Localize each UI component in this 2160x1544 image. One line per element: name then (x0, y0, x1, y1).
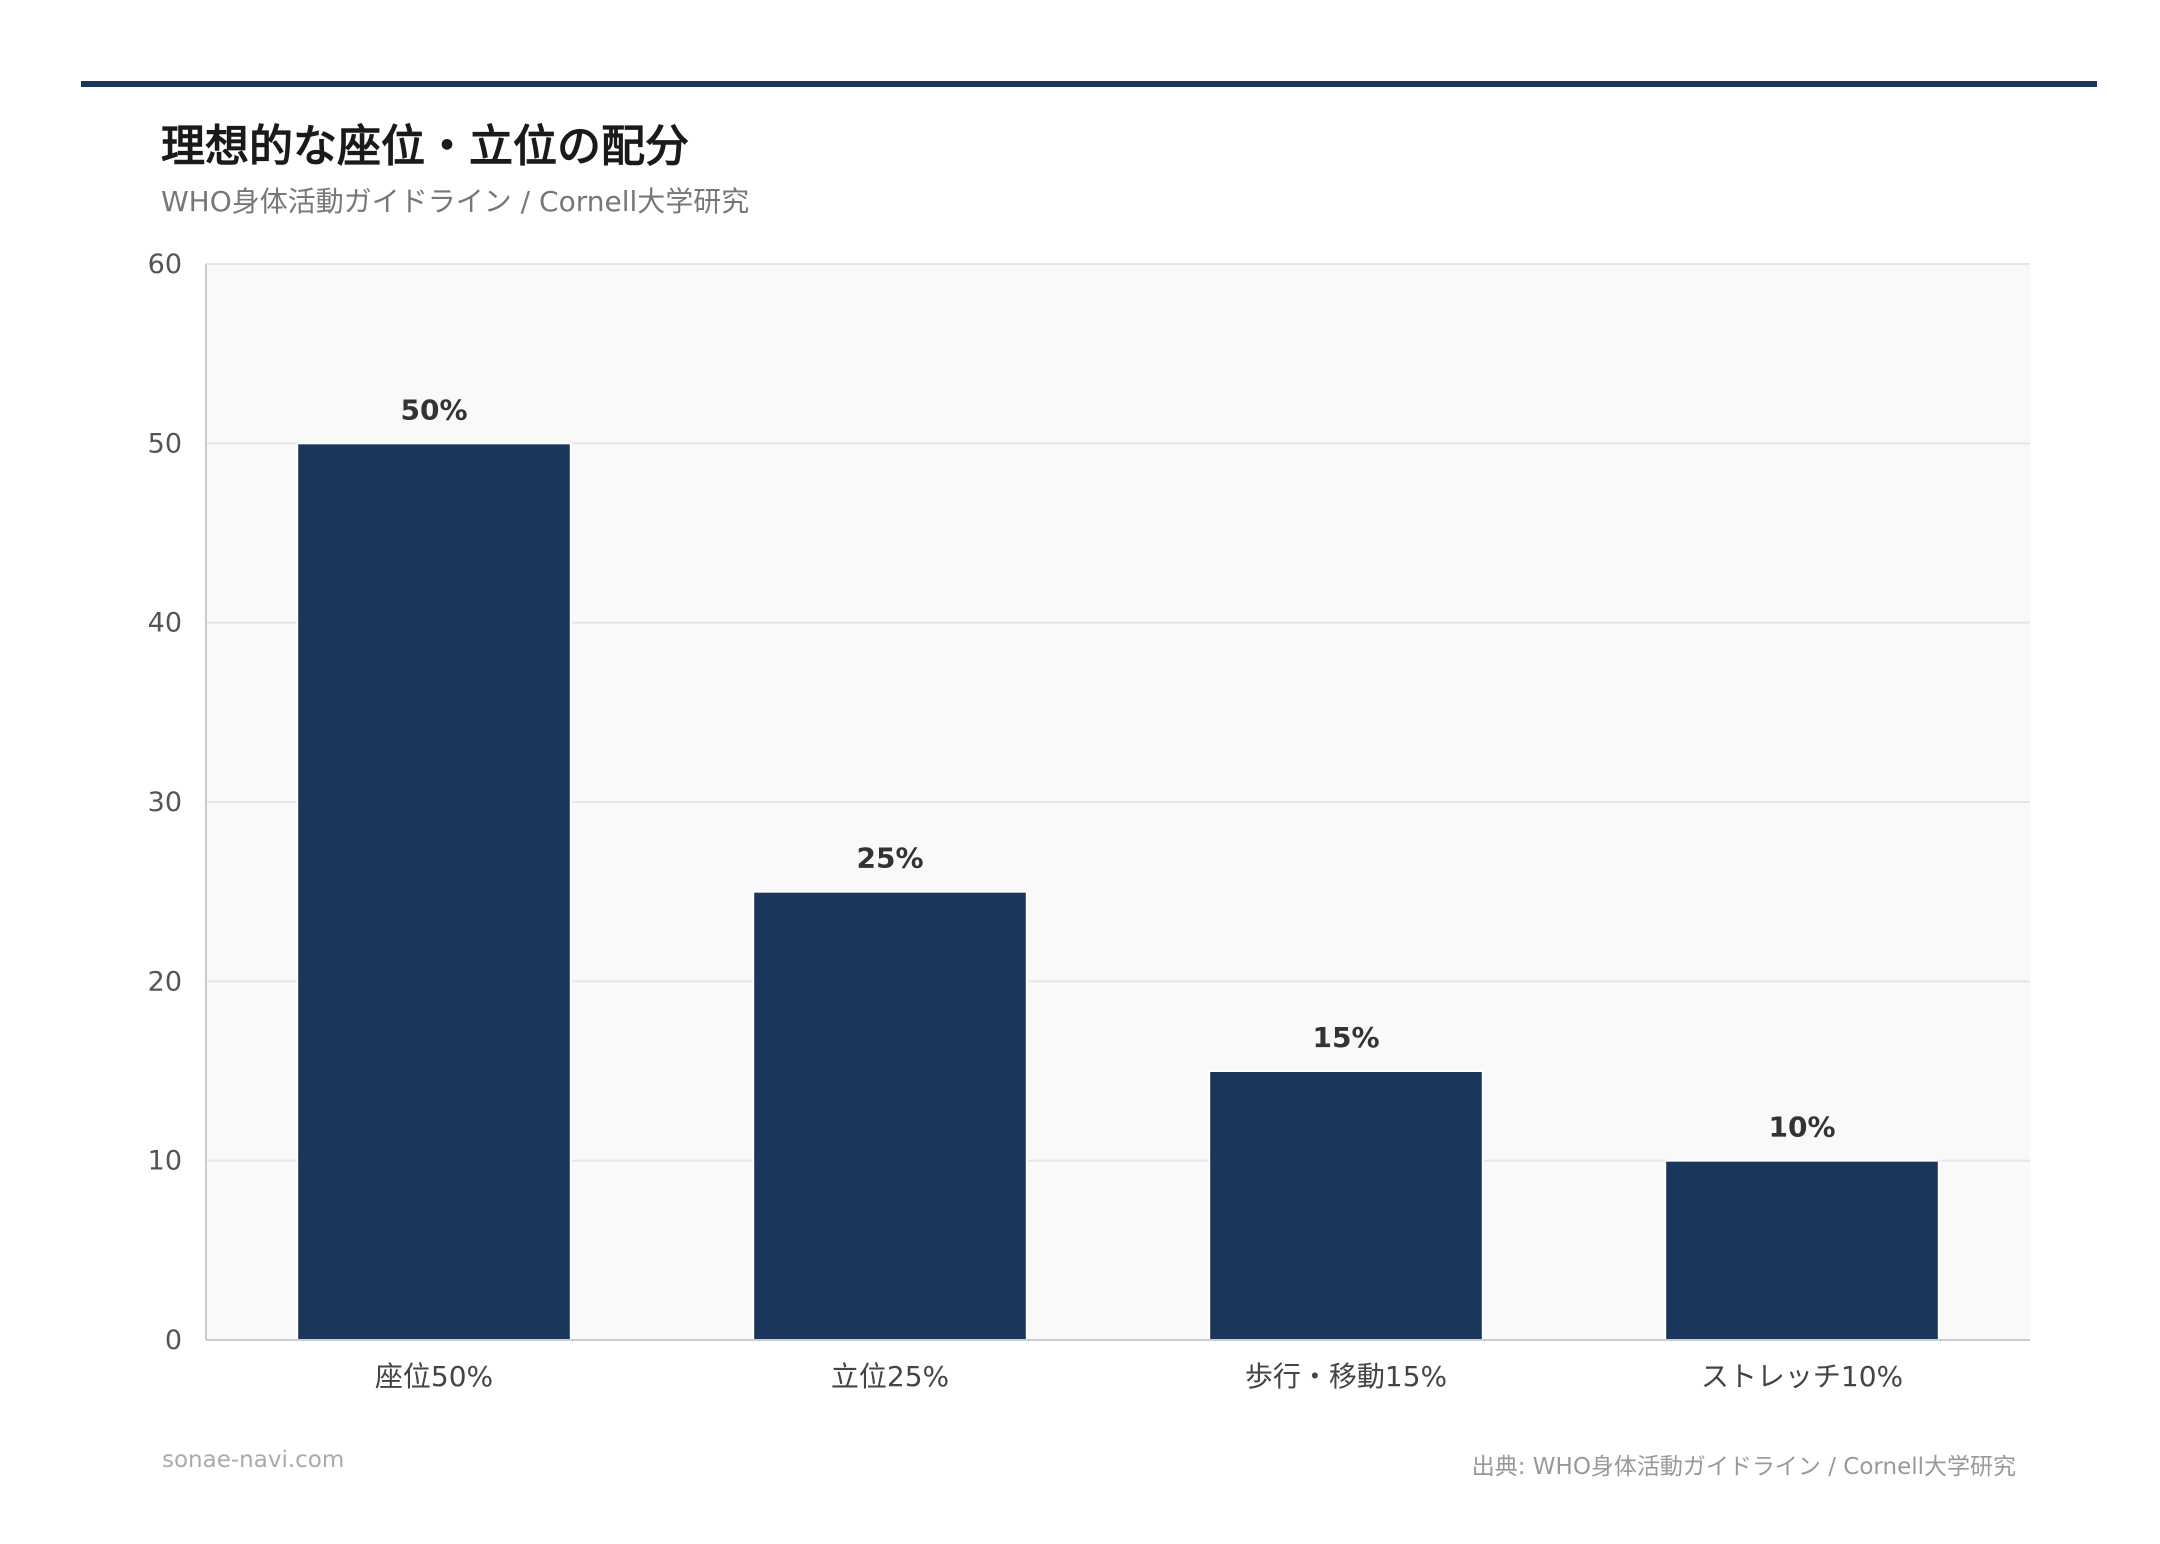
bar (296, 442, 572, 1342)
footer-source: 出典: WHO身体活動ガイドライン / Cornell大学研究 (1471, 1454, 2016, 1480)
y-tick-label: 10 (148, 1146, 182, 1177)
chart-title: 理想的な座位・立位の配分 (161, 121, 689, 172)
x-category-label: ストレッチ10% (1701, 1360, 1903, 1393)
y-tick-label: 0 (165, 1325, 182, 1356)
y-tick-labels: 0 10 20 30 40 50 60 (148, 249, 182, 1356)
data-labels: 50% 25% 15% 10% (400, 393, 1835, 1143)
bar (1664, 1159, 1940, 1341)
axes (205, 264, 2030, 1341)
chart-subtitle: WHO身体活動ガイドライン / Cornell大学研究 (161, 185, 750, 218)
bars (296, 442, 1940, 1342)
x-category-labels: 座位50% 立位25% 歩行・移動15% ストレッチ10% (375, 1360, 1903, 1393)
y-tick-label: 20 (148, 966, 182, 997)
y-tick-label: 40 (148, 608, 182, 639)
data-label: 50% (400, 393, 467, 426)
x-category-label: 立位25% (831, 1360, 949, 1393)
data-label: 10% (1768, 1111, 1835, 1144)
x-category-label: 歩行・移動15% (1245, 1360, 1447, 1393)
footer-site: sonae-navi.com (162, 1447, 345, 1473)
x-category-label: 座位50% (375, 1360, 493, 1393)
y-tick-label: 50 (148, 428, 182, 459)
bar (1208, 1070, 1484, 1341)
data-label: 25% (856, 842, 923, 875)
top-accent-rule (81, 81, 2097, 87)
data-label: 15% (1312, 1021, 1379, 1054)
y-tick-label: 60 (148, 249, 182, 280)
bar (752, 890, 1028, 1342)
y-tick-label: 30 (148, 787, 182, 818)
